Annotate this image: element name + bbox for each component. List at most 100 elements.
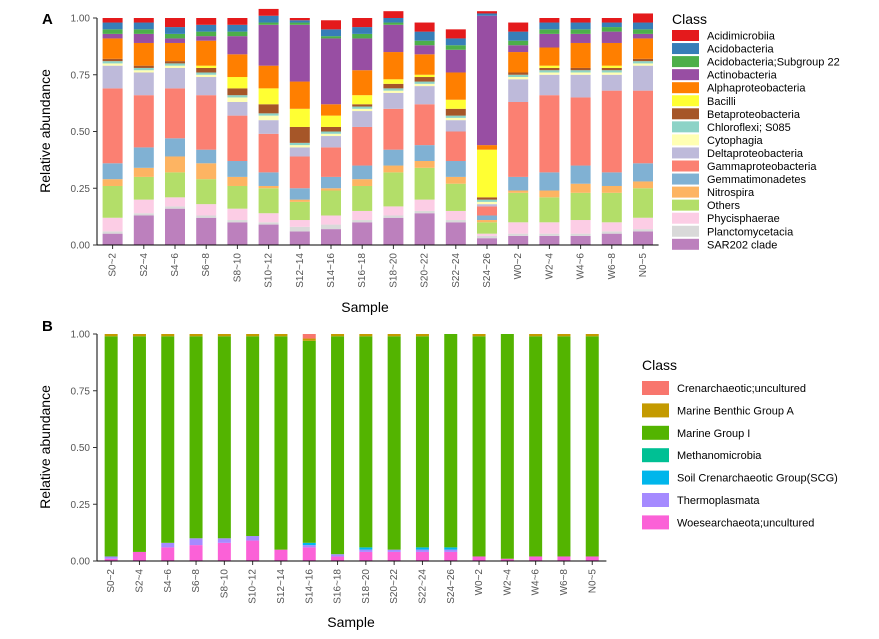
panel-a-y-tick-label: 0.00 [71, 241, 91, 252]
panel-b-axes: S0~2 S2~4 S4~6 S6~8 S8~10 S10~12 S12~14 S14~16 S… [71, 330, 607, 604]
panel-a-bar-s4-6-betaproteobacteria [165, 61, 185, 64]
panel-a-bar-s22-24-cytophagia [445, 117, 466, 121]
panel-a-x-tick-label: S0~2 [108, 253, 119, 277]
panel-a-bar-w6-8-acidimicrobiia [601, 18, 622, 23]
panel-a-bar-s2-4-others [133, 176, 154, 200]
panel-a-bar-s14-16-bacilli [321, 115, 341, 127]
panel-a-bar-s2-4-gemmatimonadetes [133, 147, 154, 168]
panel-a-legend-swatch-acidimicrobiia [672, 30, 699, 41]
panel-a-bar-s2-4-chloroflexi-s085 [133, 67, 154, 71]
panel-a-bar-s14-16-gemmatimonadetes [321, 176, 341, 189]
panel-a-bar-w6-8-chloroflexi-s085 [601, 70, 622, 73]
panel-a-legend-label-gammaproteobacteria: Gammaproteobacteria [707, 161, 817, 173]
panel-a-bar-s0-2-acidobacteria-subgroup-22 [102, 29, 123, 34]
panel-b-bar-s18-20-marine-group-i [359, 336, 373, 548]
panel-a-bar-w2-4-others [539, 197, 560, 223]
panel-a-x-tick-label: S8~10 [232, 253, 243, 283]
panel-a-legend-label-actinobacteria: Actinobacteria [707, 70, 778, 82]
panel-b-bar-s8-10-thermoplasmata [217, 538, 231, 543]
panel-a: A Relative abundance Sample Class S0~2 S2… [37, 8, 840, 315]
panel-b-bar-s14-16-marine-benthic-group-a [302, 338, 316, 341]
panel-a-bar-s6-8-acidobacteria-subgroup-22 [196, 31, 217, 37]
panel-b-bar-s20-22-woesearchaeota-uncultured [387, 551, 401, 561]
panel-b-bar-s14-16-soil-crenarchaeotic-group-scg [302, 542, 316, 546]
panel-a-bar-w4-6-chloroflexi-s085 [570, 70, 591, 73]
panel-a-bar-s6-8-betaproteobacteria [196, 67, 217, 73]
panel-a-bar-w6-8-bacilli [601, 65, 622, 68]
panel-a-bar-w4-6-alphaproteobacteria [570, 42, 591, 68]
panel-a-bar-w6-8-acidobacteria [601, 22, 622, 28]
panel-a-x-tick-label: S12~14 [295, 253, 306, 288]
panel-a-bar-s20-22-cytophagia [414, 83, 435, 87]
panel-a-bar-s8-10-phycisphaerae [227, 208, 248, 221]
panel-a-bar-s2-4-planctomycetacia [133, 213, 154, 216]
panel-a-bar-w0-2-planctomycetacia [508, 233, 529, 236]
panel-a-bar-s10-12-cytophagia [258, 115, 279, 121]
panel-a-bar-w2-4-cytophagia [539, 72, 560, 75]
panel-a-bar-s0-2-gemmatimonadetes [102, 163, 123, 180]
panel-a-legend-label-chloroflexi-s085: Chloroflexi; S085 [707, 122, 791, 134]
panel-a-bar-s14-16-acidobacteria [321, 29, 341, 37]
panel-b-bar-s14-16-woesearchaeota-uncultured [302, 547, 316, 561]
panel-a-bar-s4-6-actinobacteria [165, 38, 185, 43]
panel-a-bar-s16-18-bacilli [352, 95, 373, 105]
panel-a-bar-s2-4-betaproteobacteria [133, 65, 154, 68]
panel-b-bar-w2-4-marine-group-i [500, 334, 514, 559]
panel-a-bar-s4-6-acidobacteria-subgroup-22 [165, 33, 185, 39]
panel-a-bar-s8-10-acidimicrobiia [227, 18, 248, 25]
panel-a-bar-w0-2-cytophagia [508, 77, 529, 80]
panel-a-y-tick-label: 1.00 [71, 14, 91, 25]
panel-a-bar-s6-8-bacilli [196, 65, 217, 68]
panel-a-bar-s18-20-alphaproteobacteria [383, 52, 404, 80]
panel-a-bar-s24-26-phycisphaerae [477, 233, 497, 236]
panel-a-bar-s20-22-nitrospira [414, 161, 435, 168]
panel-a-bar-s16-18-nitrospira [352, 179, 373, 186]
panel-b-bar-s12-14-marine-group-i [274, 336, 288, 550]
panel-b-bar-w4-6-marine-benthic-group-a [529, 334, 543, 337]
panel-a-bar-w6-8-sar202-clade [601, 233, 622, 245]
panel-b-bar-s6-8-marine-group-i [189, 336, 203, 539]
panel-a-bar-s10-12-gemmatimonadetes [258, 172, 279, 186]
panel-a-bar-w0-2-sar202-clade [508, 235, 529, 245]
panel-b-bar-s24-26-soil-crenarchaeotic-group-scg [444, 547, 458, 550]
panel-a-bar-s14-16-others [321, 190, 341, 216]
panel-a-bar-w0-2-phycisphaerae [508, 222, 529, 234]
panel-a-bar-s10-12-sar202-clade [258, 224, 279, 245]
panel-b-bar-s12-14-marine-benthic-group-a [274, 334, 288, 337]
panel-b-bar-s22-24-marine-group-i [415, 336, 429, 548]
panel-a-bar-s2-4-cytophagia [133, 70, 154, 73]
panel-a-legend-label-gemmatimonadetes: Gemmatimonadetes [707, 174, 807, 186]
panel-a-x-tick-label: S4~6 [170, 253, 181, 277]
panel-a-bar-s4-6-nitrospira [165, 156, 185, 173]
panel-a-bar-w2-4-actinobacteria [539, 33, 560, 48]
panel-a-bar-s18-20-phycisphaerae [383, 206, 404, 216]
panel-b-bar-s4-6-marine-benthic-group-a [161, 334, 175, 337]
panel-b-x-tick-label: S16~18 [333, 569, 344, 604]
panel-a-bar-s16-18-others [352, 185, 373, 211]
panel-a-bar-w2-4-acidobacteria [539, 22, 560, 30]
panel-a-bar-s24-26-bacilli [477, 149, 497, 198]
panel-a-y-tick-label: 0.50 [71, 127, 91, 138]
panel-a-bar-s4-6-planctomycetacia [165, 206, 185, 209]
panel-b-bar-s14-16-marine-group-i [302, 340, 316, 543]
panel-a-bar-s10-12-gammaproteobacteria [258, 133, 279, 173]
panel-a-bar-n0-5-betaproteobacteria [633, 58, 653, 62]
panel-b-bar-s18-20-thermoplasmata [359, 549, 373, 552]
panel-b-legend-swatch-methanomicrobia [642, 448, 669, 463]
panel-a-bar-s0-2-actinobacteria [102, 33, 123, 39]
panel-a-bar-s18-20-gemmatimonadetes [383, 149, 404, 166]
panel-a-bar-s24-26-cytophagia [477, 201, 497, 205]
panel-a-legend-swatch-gemmatimonadetes [672, 173, 699, 185]
panel-a-bar-s20-22-chloroflexi-s085 [414, 81, 435, 84]
panel-a-legend-swatch-gammaproteobacteria [672, 160, 699, 172]
panel-b-bar-w6-8-marine-group-i [557, 336, 571, 557]
panel-b-bar-s8-10-marine-group-i [217, 336, 231, 539]
panel-a-x-tick-label: S16~18 [357, 253, 368, 288]
panel-a-bar-s16-18-gammaproteobacteria [352, 126, 373, 166]
panel-a-bar-s22-24-acidobacteria [445, 38, 466, 46]
panel-b-bar-s8-10-woesearchaeota-uncultured [217, 542, 231, 561]
panel-a-x-axis-title: Sample [341, 299, 389, 315]
panel-a-letter: A [42, 11, 53, 28]
panel-a-bar-w4-6-gemmatimonadetes [570, 165, 591, 184]
panel-b-x-tick-label: W6~8 [559, 569, 570, 596]
